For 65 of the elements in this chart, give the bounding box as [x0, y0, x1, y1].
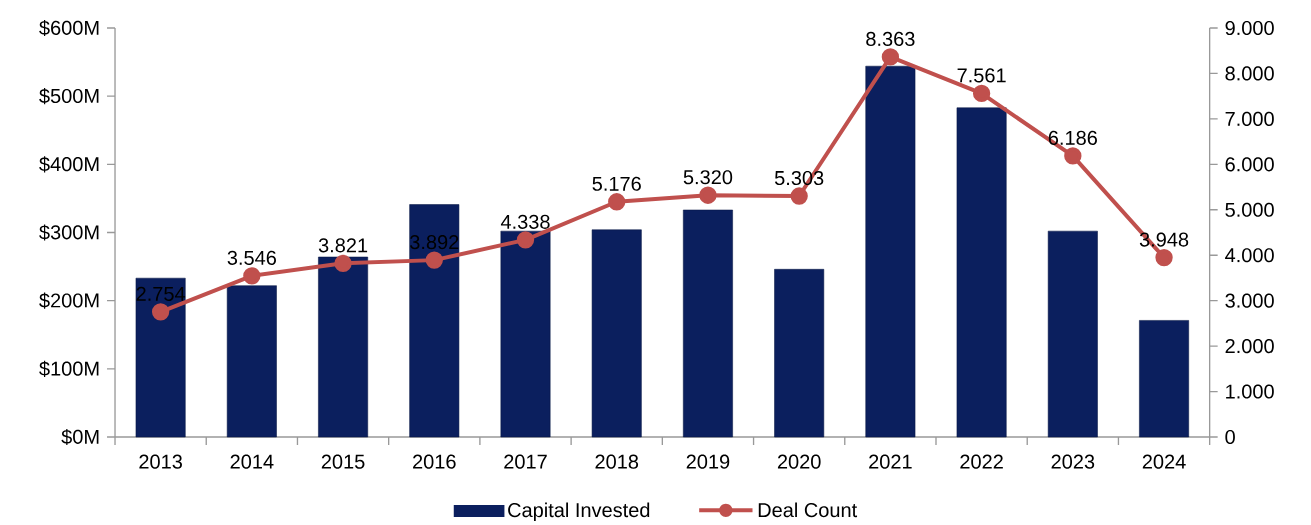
bar	[226, 285, 277, 438]
point	[1155, 248, 1173, 267]
y2-tick-label: 3.000	[1225, 293, 1274, 308]
bar	[774, 269, 825, 438]
bar	[1047, 230, 1098, 438]
y2-tick-label: 9.000	[1225, 20, 1274, 36]
x-tick-label: 2014	[230, 454, 274, 469]
bar	[956, 107, 1007, 438]
data-label: 6.186	[1048, 130, 1097, 145]
point	[425, 251, 443, 269]
y-tick-label: $400M	[39, 156, 99, 173]
bar	[591, 229, 642, 438]
x-tick-label: 2024	[1142, 454, 1186, 469]
bar	[683, 209, 733, 438]
point	[243, 267, 261, 285]
data-label: 5.320	[683, 170, 733, 185]
y2-tick-label: 6.000	[1225, 157, 1274, 172]
x-tick-label: 2017	[504, 454, 547, 469]
data-label: 5.176	[592, 176, 641, 191]
data-label: 3.821	[318, 238, 368, 253]
y-tick-label: $300M	[39, 224, 99, 241]
x-tick-label: 2020	[777, 454, 821, 469]
x-tick-label: 2015	[321, 454, 365, 469]
point	[1064, 147, 1082, 165]
point	[972, 84, 991, 103]
x-tick-label: 2019	[686, 454, 730, 469]
y-tick-label: $600M	[39, 19, 99, 37]
y2-tick-label: 7.000	[1225, 111, 1274, 126]
point	[151, 303, 170, 321]
data-label: 8.363	[866, 31, 915, 47]
x-tick-label: 2022	[960, 454, 1003, 469]
x-tick-label: 2023	[1051, 454, 1095, 469]
y2-tick-label: 0	[1225, 429, 1235, 445]
data-label: 7.561	[957, 68, 1006, 83]
x-tick-label: 2013	[139, 454, 182, 469]
point	[516, 231, 535, 249]
y2-tick-label: 8.000	[1225, 66, 1274, 81]
bar	[409, 204, 460, 438]
bar	[1139, 320, 1189, 438]
data-label: 4.338	[500, 214, 550, 229]
data-label: 3.546	[227, 250, 276, 265]
legend-label: Capital Invested	[508, 502, 650, 522]
point	[881, 48, 900, 66]
point	[699, 186, 717, 204]
point	[608, 193, 626, 211]
legend-label: Deal Count	[758, 502, 858, 518]
point	[334, 254, 352, 273]
bar	[500, 230, 551, 438]
y2-tick-label: 2.000	[1225, 339, 1274, 354]
x-tick-label: 2018	[595, 454, 639, 469]
y-tick-label: $100M	[39, 360, 99, 377]
y-tick-label: $200M	[39, 292, 99, 309]
y2-tick-label: 5.000	[1225, 202, 1274, 217]
data-label: 3.892	[410, 235, 459, 250]
point	[790, 187, 808, 205]
y-tick-label: $0M	[61, 428, 99, 446]
bar	[135, 277, 186, 438]
bar	[318, 256, 369, 438]
y2-tick-label: 1.000	[1226, 384, 1274, 399]
y-tick-label: $500M	[39, 88, 99, 105]
data-label: 2.754	[136, 286, 186, 301]
bar	[865, 65, 916, 438]
y2-tick-label: 4.000	[1225, 248, 1274, 263]
x-tick-label: 2021	[869, 454, 912, 469]
x-tick-label: 2016	[413, 454, 456, 469]
